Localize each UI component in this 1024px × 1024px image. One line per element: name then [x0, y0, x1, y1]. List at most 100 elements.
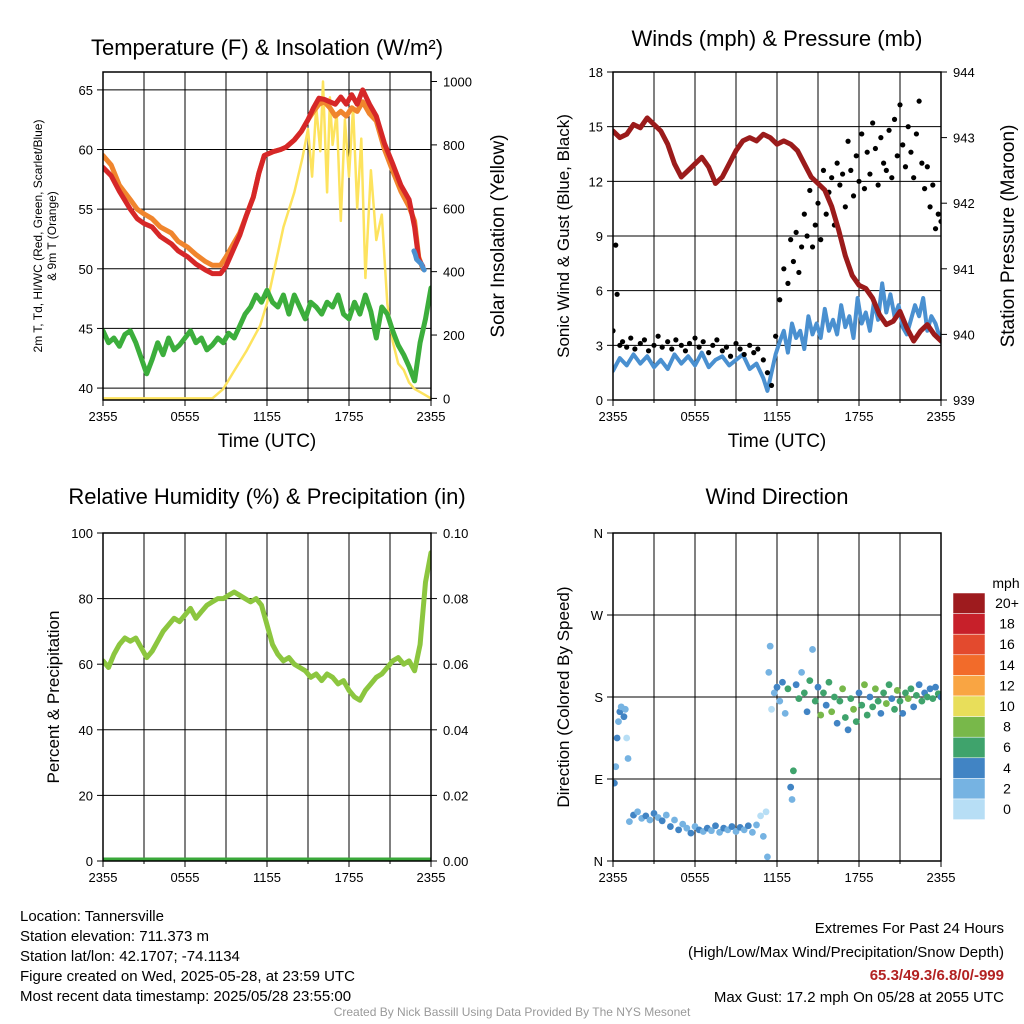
- gust-point: [927, 204, 933, 210]
- gust-point: [785, 280, 791, 286]
- gust-point: [760, 357, 766, 363]
- y-tick-label: 0: [86, 854, 93, 869]
- gust-point: [908, 149, 914, 155]
- gust-point: [801, 211, 807, 217]
- direction-point: [646, 816, 654, 824]
- gust-point: [881, 160, 887, 166]
- y-tick-label: 100: [71, 526, 93, 541]
- x-tick-label: 1155: [763, 409, 791, 424]
- x-tick-label: 1755: [845, 409, 874, 424]
- gust-point: [733, 340, 739, 347]
- y-tick-label: 60: [79, 657, 93, 672]
- gust-point: [889, 175, 895, 181]
- legend-swatch: [952, 778, 986, 800]
- legend-label: 14: [999, 657, 1015, 673]
- direction-point: [833, 719, 841, 727]
- y-right-axis-label: Solar Insolation (Yellow): [488, 134, 509, 337]
- gust-point: [678, 342, 684, 348]
- direction-point: [888, 695, 896, 703]
- direction-point: [820, 689, 827, 697]
- gust-point: [645, 348, 652, 354]
- chart-title: Wind Direction: [705, 484, 848, 509]
- direction-point: [765, 669, 773, 676]
- gust-point: [682, 348, 689, 354]
- direction-point: [708, 827, 715, 835]
- y-tick-label: 45: [79, 321, 93, 336]
- series-line: [103, 87, 426, 277]
- direction-point: [841, 714, 849, 721]
- legend-swatch: [952, 716, 986, 738]
- y-right-tick-label: 0.00: [443, 854, 468, 869]
- y-right-tick-label: 0: [443, 391, 450, 406]
- series-line: [103, 550, 431, 703]
- direction-point: [776, 697, 784, 705]
- gust-point: [924, 164, 930, 170]
- gust-point: [900, 142, 906, 148]
- gust-point: [916, 98, 922, 104]
- direction-point: [781, 710, 789, 717]
- direction-point: [880, 689, 887, 697]
- x-tick-label: 0555: [681, 409, 710, 424]
- direction-point: [667, 823, 674, 830]
- gust-point: [804, 233, 810, 239]
- gust-point: [840, 171, 846, 177]
- y-right-tick-label: 942: [953, 196, 975, 211]
- gust-point: [812, 222, 818, 228]
- gust-point: [777, 297, 783, 303]
- x-tick-label: 0555: [171, 870, 200, 885]
- gust-point: [845, 138, 851, 144]
- gust-point: [790, 258, 797, 265]
- legend-swatch: [952, 633, 986, 656]
- gust-point: [686, 340, 693, 347]
- direction-point: [822, 701, 830, 709]
- direction-point: [784, 685, 792, 693]
- gust-point: [619, 339, 626, 345]
- direction-point: [790, 767, 797, 775]
- y-axis-label: Sonic Wind & Gust (Blue, Black): [554, 114, 573, 358]
- direction-point: [798, 669, 805, 676]
- legend-label: 20+: [995, 595, 1019, 611]
- direction-point: [885, 681, 893, 689]
- created-text: Figure created on Wed, 2025-05-28, at 23…: [20, 968, 355, 985]
- gust-point: [617, 342, 623, 348]
- gust-point: [932, 226, 939, 232]
- direction-point: [918, 697, 926, 705]
- direction-point: [831, 693, 838, 701]
- direction-point: [626, 818, 633, 826]
- gust-point: [913, 131, 920, 137]
- gust-point: [793, 229, 799, 235]
- direction-point: [749, 828, 756, 836]
- gust-point: [773, 333, 779, 339]
- direction-point: [788, 796, 796, 803]
- y-tick-label: 50: [79, 262, 93, 277]
- x-axis-label: Time (UTC): [218, 431, 317, 452]
- gust-point: [867, 171, 873, 177]
- series-line: [103, 285, 431, 384]
- y-right-tick-label: 400: [443, 265, 465, 280]
- legend-swatch: [952, 592, 986, 614]
- direction-point: [863, 711, 871, 719]
- direction-point: [902, 689, 909, 697]
- gust-point: [886, 127, 892, 133]
- legend-swatch: [952, 798, 986, 820]
- direction-point: [613, 779, 618, 787]
- legend-title: mph: [992, 575, 1019, 591]
- x-tick-label: 2355: [927, 870, 956, 885]
- gust-point: [727, 353, 734, 359]
- direction-point: [662, 811, 670, 819]
- y-tick-label: 6: [596, 284, 603, 299]
- y-tick-label: S: [594, 690, 603, 705]
- y-tick-label: 20: [79, 788, 93, 803]
- x-tick-label: 1755: [335, 409, 364, 424]
- direction-point: [825, 678, 833, 686]
- gust-point: [673, 337, 679, 343]
- gust-point: [872, 145, 879, 152]
- y-right-tick-label: 0.06: [443, 657, 468, 672]
- direction-point: [850, 705, 857, 713]
- x-tick-label: 1755: [335, 870, 364, 885]
- direction-point: [658, 817, 666, 825]
- direction-point: [874, 697, 882, 705]
- recent-data-text: Most recent data timestamp: 2025/05/28 2…: [20, 988, 352, 1005]
- gust-point: [815, 200, 821, 206]
